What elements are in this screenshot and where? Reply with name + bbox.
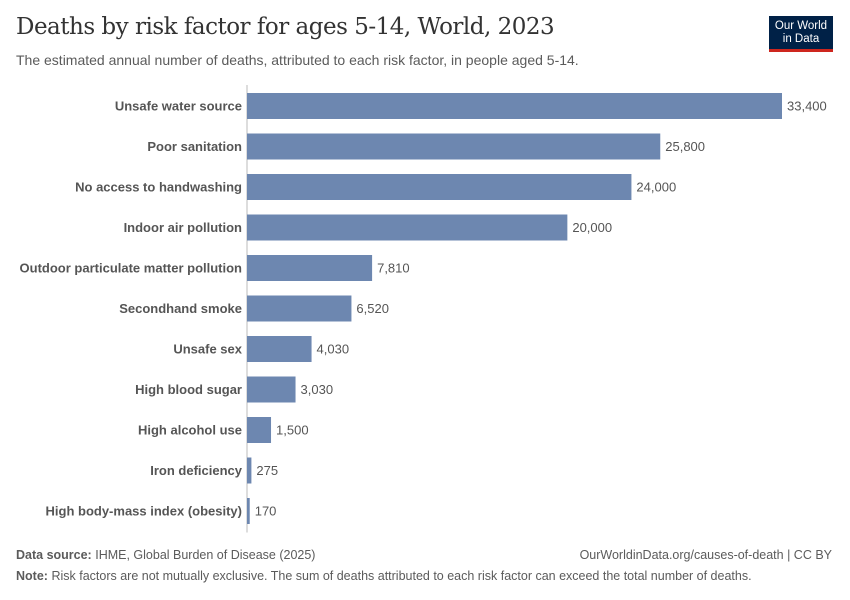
chart-subtitle: The estimated annual number of deaths, a… — [16, 52, 579, 68]
value-label: 4,030 — [317, 342, 350, 357]
category-label: Secondhand smoke — [119, 301, 242, 316]
value-label: 7,810 — [377, 261, 410, 276]
bar-7 — [247, 376, 296, 403]
value-label: 33,400 — [787, 99, 827, 114]
value-label: 24,000 — [636, 180, 676, 195]
category-label: High blood sugar — [135, 382, 242, 397]
source-label: Data source: — [16, 548, 92, 562]
note-label: Note: — [16, 569, 48, 583]
bar-9 — [247, 457, 252, 484]
bar-2 — [247, 174, 632, 200]
owid-logo[interactable]: Our World in Data — [769, 16, 833, 52]
data-source: Data source: IHME, Global Burden of Dise… — [16, 548, 315, 562]
bar-4 — [247, 255, 373, 281]
logo-line-1: Our World — [774, 20, 828, 32]
bar-6 — [247, 336, 312, 362]
category-label: No access to handwashing — [75, 180, 242, 195]
category-label: High body-mass index (obesity) — [46, 504, 242, 519]
bar-8 — [247, 417, 272, 443]
category-label: Unsafe sex — [173, 342, 242, 357]
bar-3 — [247, 214, 568, 241]
value-label: 1,500 — [276, 423, 309, 438]
note-text: Risk factors are not mutually exclusive.… — [51, 569, 752, 583]
category-label: High alcohol use — [138, 423, 242, 438]
category-label: Indoor air pollution — [124, 220, 242, 235]
bar-0 — [247, 93, 782, 119]
note: Note: Risk factors are not mutually excl… — [16, 569, 752, 583]
chart-title: Deaths by risk factor for ages 5-14, Wor… — [16, 14, 555, 40]
bar-10 — [247, 498, 250, 524]
value-label: 275 — [256, 463, 278, 478]
value-label: 6,520 — [356, 301, 389, 316]
source-url[interactable]: OurWorldinData.org/causes-of-death | CC … — [579, 548, 832, 562]
category-label: Outdoor particulate matter pollution — [20, 261, 243, 276]
category-label: Iron deficiency — [150, 463, 243, 478]
value-label: 20,000 — [572, 220, 612, 235]
category-label: Poor sanitation — [147, 139, 242, 154]
source-text[interactable]: IHME, Global Burden of Disease (2025) — [95, 548, 316, 562]
value-label: 170 — [255, 504, 277, 519]
logo-line-2: in Data — [782, 33, 820, 45]
category-label: Unsafe water source — [115, 99, 242, 114]
bar-5 — [247, 295, 352, 322]
bar-chart: Unsafe water source 33,400 Poor sanitation… — [20, 85, 827, 533]
bar-1 — [247, 133, 661, 160]
value-label: 3,030 — [301, 382, 334, 397]
value-label: 25,800 — [665, 139, 705, 154]
